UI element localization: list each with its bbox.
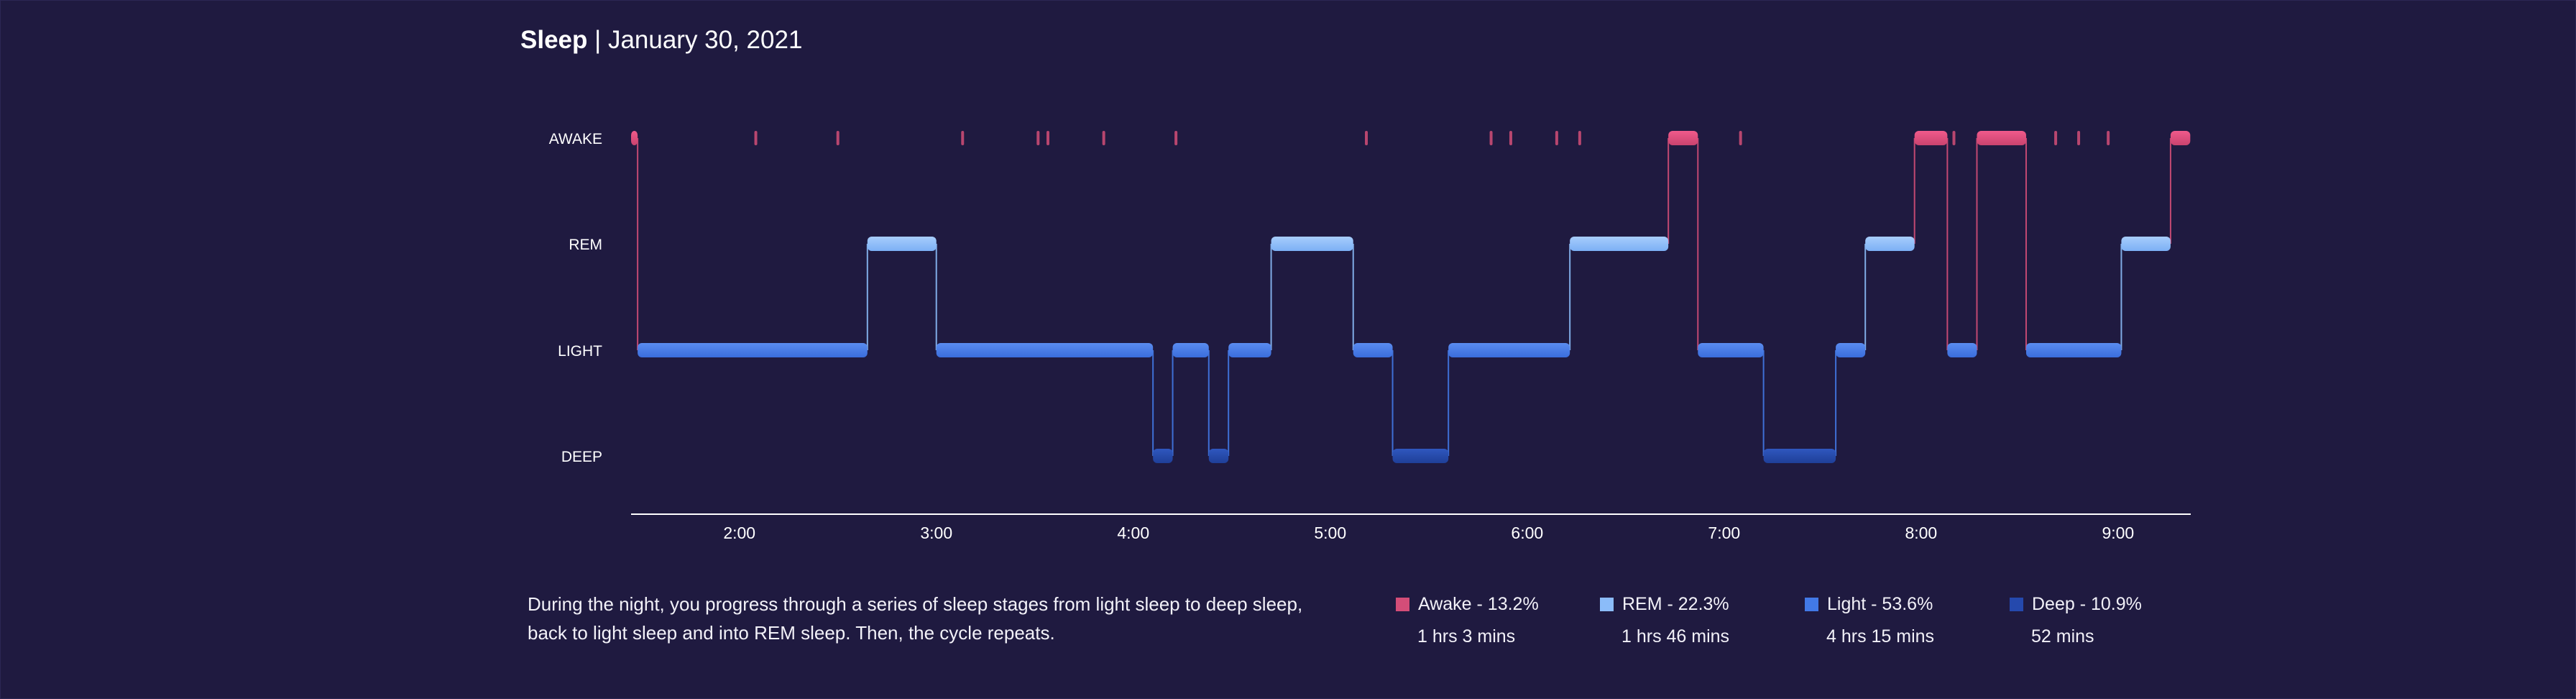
segment-light <box>2025 343 2122 357</box>
segment-awake <box>1977 131 2026 145</box>
title-date: January 30, 2021 <box>607 26 803 54</box>
brief-awakening-mark <box>836 131 840 145</box>
brief-awakening-mark <box>1036 131 1040 145</box>
brief-awakening-mark <box>1509 131 1512 145</box>
brief-awakening-mark <box>1739 131 1742 145</box>
segment-light <box>936 343 1154 357</box>
segment-deep <box>1153 449 1173 463</box>
segment-light <box>1947 343 1977 357</box>
y-label-awake: AWAKE <box>549 131 602 147</box>
brief-awakening-mark <box>2107 131 2110 145</box>
segment-awake <box>1668 131 1698 145</box>
segment-rem <box>867 237 937 251</box>
segment-deep <box>1763 449 1836 463</box>
legend-deep-duration: 52 mins <box>2031 626 2094 647</box>
segment-rem <box>2121 237 2171 251</box>
legend-light-label: Light - 53.6% <box>1827 594 1933 614</box>
rem-swatch <box>1600 598 1614 611</box>
legend-item-awake: Awake - 13.2% 1 hrs 3 mins <box>1396 594 1539 647</box>
brief-awakening-mark <box>1578 131 1581 145</box>
x-tick-label: 5:00 <box>1314 524 1346 542</box>
x-tick-label: 8:00 <box>1905 524 1937 542</box>
page-title: Sleep | January 30, 2021 <box>520 26 802 55</box>
x-tick-label: 2:00 <box>723 524 755 542</box>
title-separator: | <box>587 26 608 54</box>
segment-light <box>1228 343 1271 357</box>
segment-awake <box>1914 131 1948 145</box>
awake-swatch <box>1396 598 1409 611</box>
legend-item-deep: Deep - 10.9% 52 mins <box>2010 594 2142 647</box>
brief-awakening-mark <box>1489 131 1493 145</box>
segment-rem <box>1570 237 1669 251</box>
brief-awakening-mark <box>961 131 965 145</box>
segment-deep <box>1208 449 1229 463</box>
deep-swatch <box>2010 598 2023 611</box>
segment-light <box>1836 343 1866 357</box>
legend-item-rem: REM - 22.3% 1 hrs 46 mins <box>1600 594 1729 647</box>
brief-awakening-mark <box>1174 131 1178 145</box>
y-label-light: LIGHT <box>558 343 602 360</box>
segment-deep <box>1392 449 1449 463</box>
segment-light <box>638 343 868 357</box>
y-label-deep: DEEP <box>561 449 602 465</box>
legend-awake-duration: 1 hrs 3 mins <box>1417 626 1516 647</box>
legend-rem-duration: 1 hrs 46 mins <box>1622 626 1730 647</box>
sleep-description: During the night, you progress through a… <box>528 593 1303 644</box>
legend-item-light: Light - 53.6% 4 hrs 15 mins <box>1805 594 1934 647</box>
brief-awakening-mark <box>1365 131 1368 145</box>
x-tick-label: 4:00 <box>1117 524 1149 542</box>
brief-awakening-mark <box>2054 131 2058 145</box>
brief-awakening-mark <box>1102 131 1105 145</box>
brief-awakening-mark <box>754 131 758 145</box>
segment-rem <box>1865 237 1915 251</box>
legend-rem-label: REM - 22.3% <box>1622 594 1729 614</box>
legend-light-duration: 4 hrs 15 mins <box>1826 626 1935 647</box>
brief-awakening-mark <box>1555 131 1558 145</box>
segment-awake <box>631 131 638 145</box>
brief-awakening-mark <box>1952 131 1956 145</box>
segment-light <box>1172 343 1209 357</box>
x-tick-label: 6:00 <box>1511 524 1543 542</box>
light-swatch <box>1805 598 1818 611</box>
segment-light <box>1698 343 1764 357</box>
segment-light <box>1448 343 1570 357</box>
y-label-rem: REM <box>569 237 602 253</box>
segment-light <box>1353 343 1393 357</box>
x-tick-label: 9:00 <box>2102 524 2134 542</box>
segment-awake <box>2170 131 2191 145</box>
brief-awakening-mark <box>1046 131 1050 145</box>
segment-rem <box>1271 237 1353 251</box>
x-tick-label: 7:00 <box>1708 524 1740 542</box>
sleep-stage-chart: AWAKE REM LIGHT DEEP 2:00 3:00 4:00 5:00 6:00 7:… <box>549 131 2191 542</box>
legend-deep-label: Deep - 10.9% <box>2032 594 2142 614</box>
brief-awakening-mark <box>2077 131 2081 145</box>
legend-awake-label: Awake - 13.2% <box>1418 594 1539 614</box>
title-label: Sleep <box>520 26 588 54</box>
x-tick-label: 3:00 <box>920 524 952 542</box>
